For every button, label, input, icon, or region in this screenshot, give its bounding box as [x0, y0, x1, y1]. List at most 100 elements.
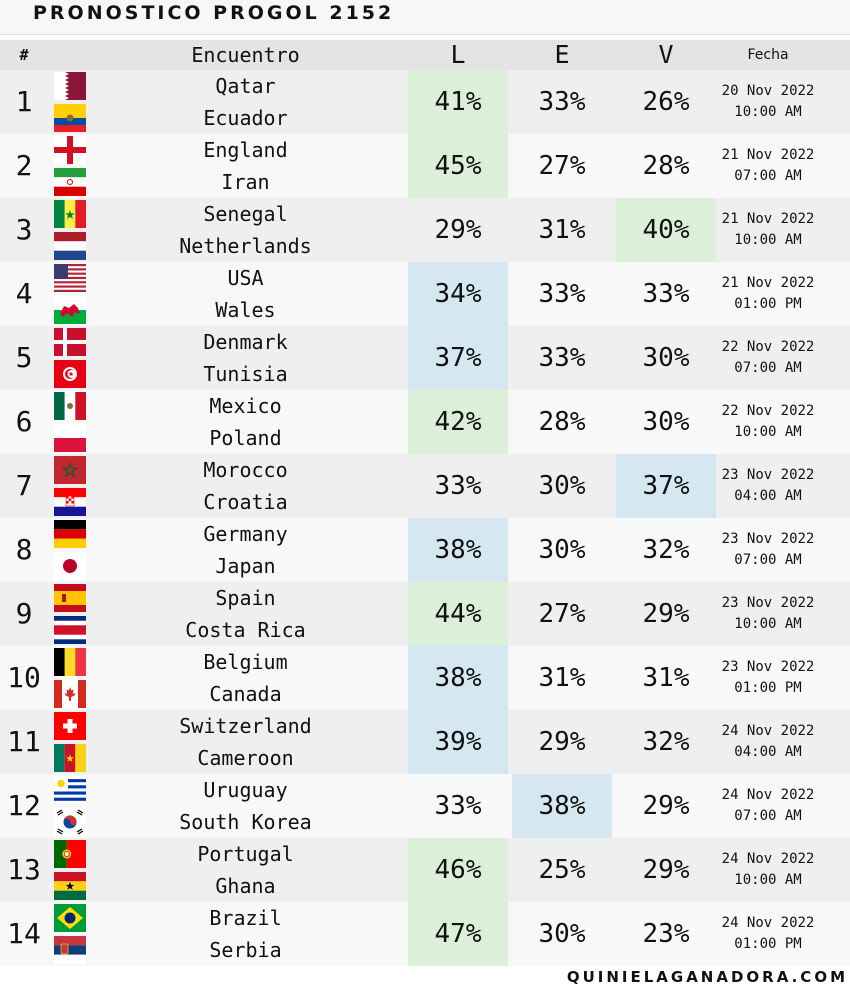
draw-percentage: 30% — [538, 471, 586, 501]
serbia-flag-icon — [54, 936, 86, 964]
match-datetime: 20 Nov 2022 10:00 AM — [716, 81, 820, 123]
draw-percentage: 28% — [538, 407, 586, 437]
match-datetime: 21 Nov 2022 01:00 PM — [716, 273, 820, 315]
south-korea-flag-icon — [54, 808, 86, 836]
header-match: Encuentro — [191, 43, 300, 67]
match-datetime: 21 Nov 2022 07:00 AM — [716, 145, 820, 187]
away-team: Canada — [209, 682, 282, 706]
match-datetime: 23 Nov 2022 10:00 AM — [716, 593, 820, 635]
morocco-flag-icon — [54, 456, 86, 484]
visitor-percentage: 32% — [642, 727, 690, 757]
home-team: Spain — [215, 586, 276, 610]
home-team: Senegal — [203, 202, 288, 226]
away-team: Poland — [209, 426, 282, 450]
visitor-percentage: 40% — [616, 198, 716, 262]
visitor-percentage: 23% — [642, 919, 690, 949]
header-number: # — [19, 46, 29, 64]
match-number: 3 — [15, 213, 33, 246]
visitor-percentage: 32% — [642, 535, 690, 565]
match-time: 07:00 AM — [734, 168, 802, 184]
match-number: 2 — [15, 149, 33, 182]
match-datetime: 24 Nov 2022 07:00 AM — [716, 785, 820, 827]
home-team: Mexico — [209, 394, 282, 418]
draw-percentage: 30% — [538, 535, 586, 565]
match-number: 14 — [7, 917, 41, 950]
match-time: 07:00 AM — [734, 360, 802, 376]
table-row: 12 Uruguay South Korea 33% 38% 29% 24 Nov 2022… — [0, 774, 850, 838]
visitor-percentage: 31% — [642, 663, 690, 693]
iran-flag-icon — [54, 168, 86, 196]
match-number: 9 — [15, 597, 33, 630]
cameroon-flag-icon — [54, 744, 86, 772]
match-time: 07:00 AM — [734, 808, 802, 824]
switzerland-flag-icon — [54, 712, 86, 740]
match-time: 10:00 AM — [734, 424, 802, 440]
visitor-percentage: 26% — [642, 87, 690, 117]
match-number: 12 — [7, 789, 41, 822]
tunisia-flag-icon — [54, 360, 86, 388]
match-datetime: 24 Nov 2022 04:00 AM — [716, 721, 820, 763]
away-team: Serbia — [209, 938, 282, 962]
draw-percentage: 29% — [538, 727, 586, 757]
away-team: Cameroon — [197, 746, 294, 770]
draw-percentage: 31% — [538, 663, 586, 693]
title-bar: PRONOSTICO PROGOL 2152 — [0, 0, 850, 35]
table-header: # Encuentro L E V Fecha — [0, 40, 850, 70]
croatia-flag-icon — [54, 488, 86, 516]
home-team: Belgium — [203, 650, 288, 674]
local-percentage: 33% — [434, 791, 482, 821]
match-time: 10:00 AM — [734, 104, 802, 120]
local-percentage: 46% — [408, 838, 508, 902]
uruguay-flag-icon — [54, 776, 86, 804]
table-row: 7 Morocco Croatia 33% 30% 37% 23 Nov 2022 04:00… — [0, 454, 850, 518]
match-time: 10:00 AM — [734, 616, 802, 632]
visitor-percentage: 29% — [642, 791, 690, 821]
match-number: 4 — [15, 277, 33, 310]
visitor-percentage: 33% — [642, 279, 690, 309]
match-datetime: 22 Nov 2022 07:00 AM — [716, 337, 820, 379]
header-visitor: V — [658, 40, 674, 69]
match-time: 04:00 AM — [734, 744, 802, 760]
portugal-flag-icon — [54, 840, 86, 868]
local-percentage: 37% — [408, 326, 508, 390]
home-team: Morocco — [203, 458, 288, 482]
home-team: Germany — [203, 522, 288, 546]
match-datetime: 21 Nov 2022 10:00 AM — [716, 209, 820, 251]
qatar-flag-icon — [54, 72, 86, 100]
poland-flag-icon — [54, 424, 86, 452]
match-number: 13 — [7, 853, 41, 886]
table-row: 11 Switzerland Cameroon 39% 29% 32% 24 Nov 202… — [0, 710, 850, 774]
match-time: 01:00 PM — [734, 936, 802, 952]
away-team: Wales — [215, 298, 276, 322]
table-row: 6 Mexico Poland 42% 28% 30% 22 Nov 2022 10:00 A… — [0, 390, 850, 454]
denmark-flag-icon — [54, 328, 86, 356]
visitor-percentage: 28% — [642, 151, 690, 181]
local-percentage: 33% — [434, 471, 482, 501]
match-date: 21 Nov 2022 — [721, 211, 815, 227]
match-time: 04:00 AM — [734, 488, 802, 504]
match-time: 01:00 PM — [734, 296, 802, 312]
match-number: 7 — [15, 469, 33, 502]
belgium-flag-icon — [54, 648, 86, 676]
match-time: 10:00 AM — [734, 872, 802, 888]
match-datetime: 24 Nov 2022 10:00 AM — [716, 849, 820, 891]
match-datetime: 22 Nov 2022 10:00 AM — [716, 401, 820, 443]
away-team: Netherlands — [179, 234, 312, 258]
match-date: 23 Nov 2022 — [721, 659, 815, 675]
match-datetime: 23 Nov 2022 07:00 AM — [716, 529, 820, 571]
home-team: Denmark — [203, 330, 288, 354]
netherlands-flag-icon — [54, 232, 86, 260]
visitor-percentage: 30% — [642, 407, 690, 437]
table-row: 2 England Iran 45% 27% 28% 21 Nov 2022 07:00 AM — [0, 134, 850, 198]
visitor-percentage: 29% — [642, 599, 690, 629]
mexico-flag-icon — [54, 392, 86, 420]
match-date: 21 Nov 2022 — [721, 147, 815, 163]
away-team: Japan — [215, 554, 276, 578]
match-date: 24 Nov 2022 — [721, 851, 815, 867]
draw-percentage: 27% — [538, 599, 586, 629]
page-title: PRONOSTICO PROGOL 2152 — [33, 2, 395, 24]
match-datetime: 23 Nov 2022 01:00 PM — [716, 657, 820, 699]
home-team: USA — [227, 266, 264, 290]
draw-percentage: 33% — [538, 279, 586, 309]
local-percentage: 29% — [434, 215, 482, 245]
